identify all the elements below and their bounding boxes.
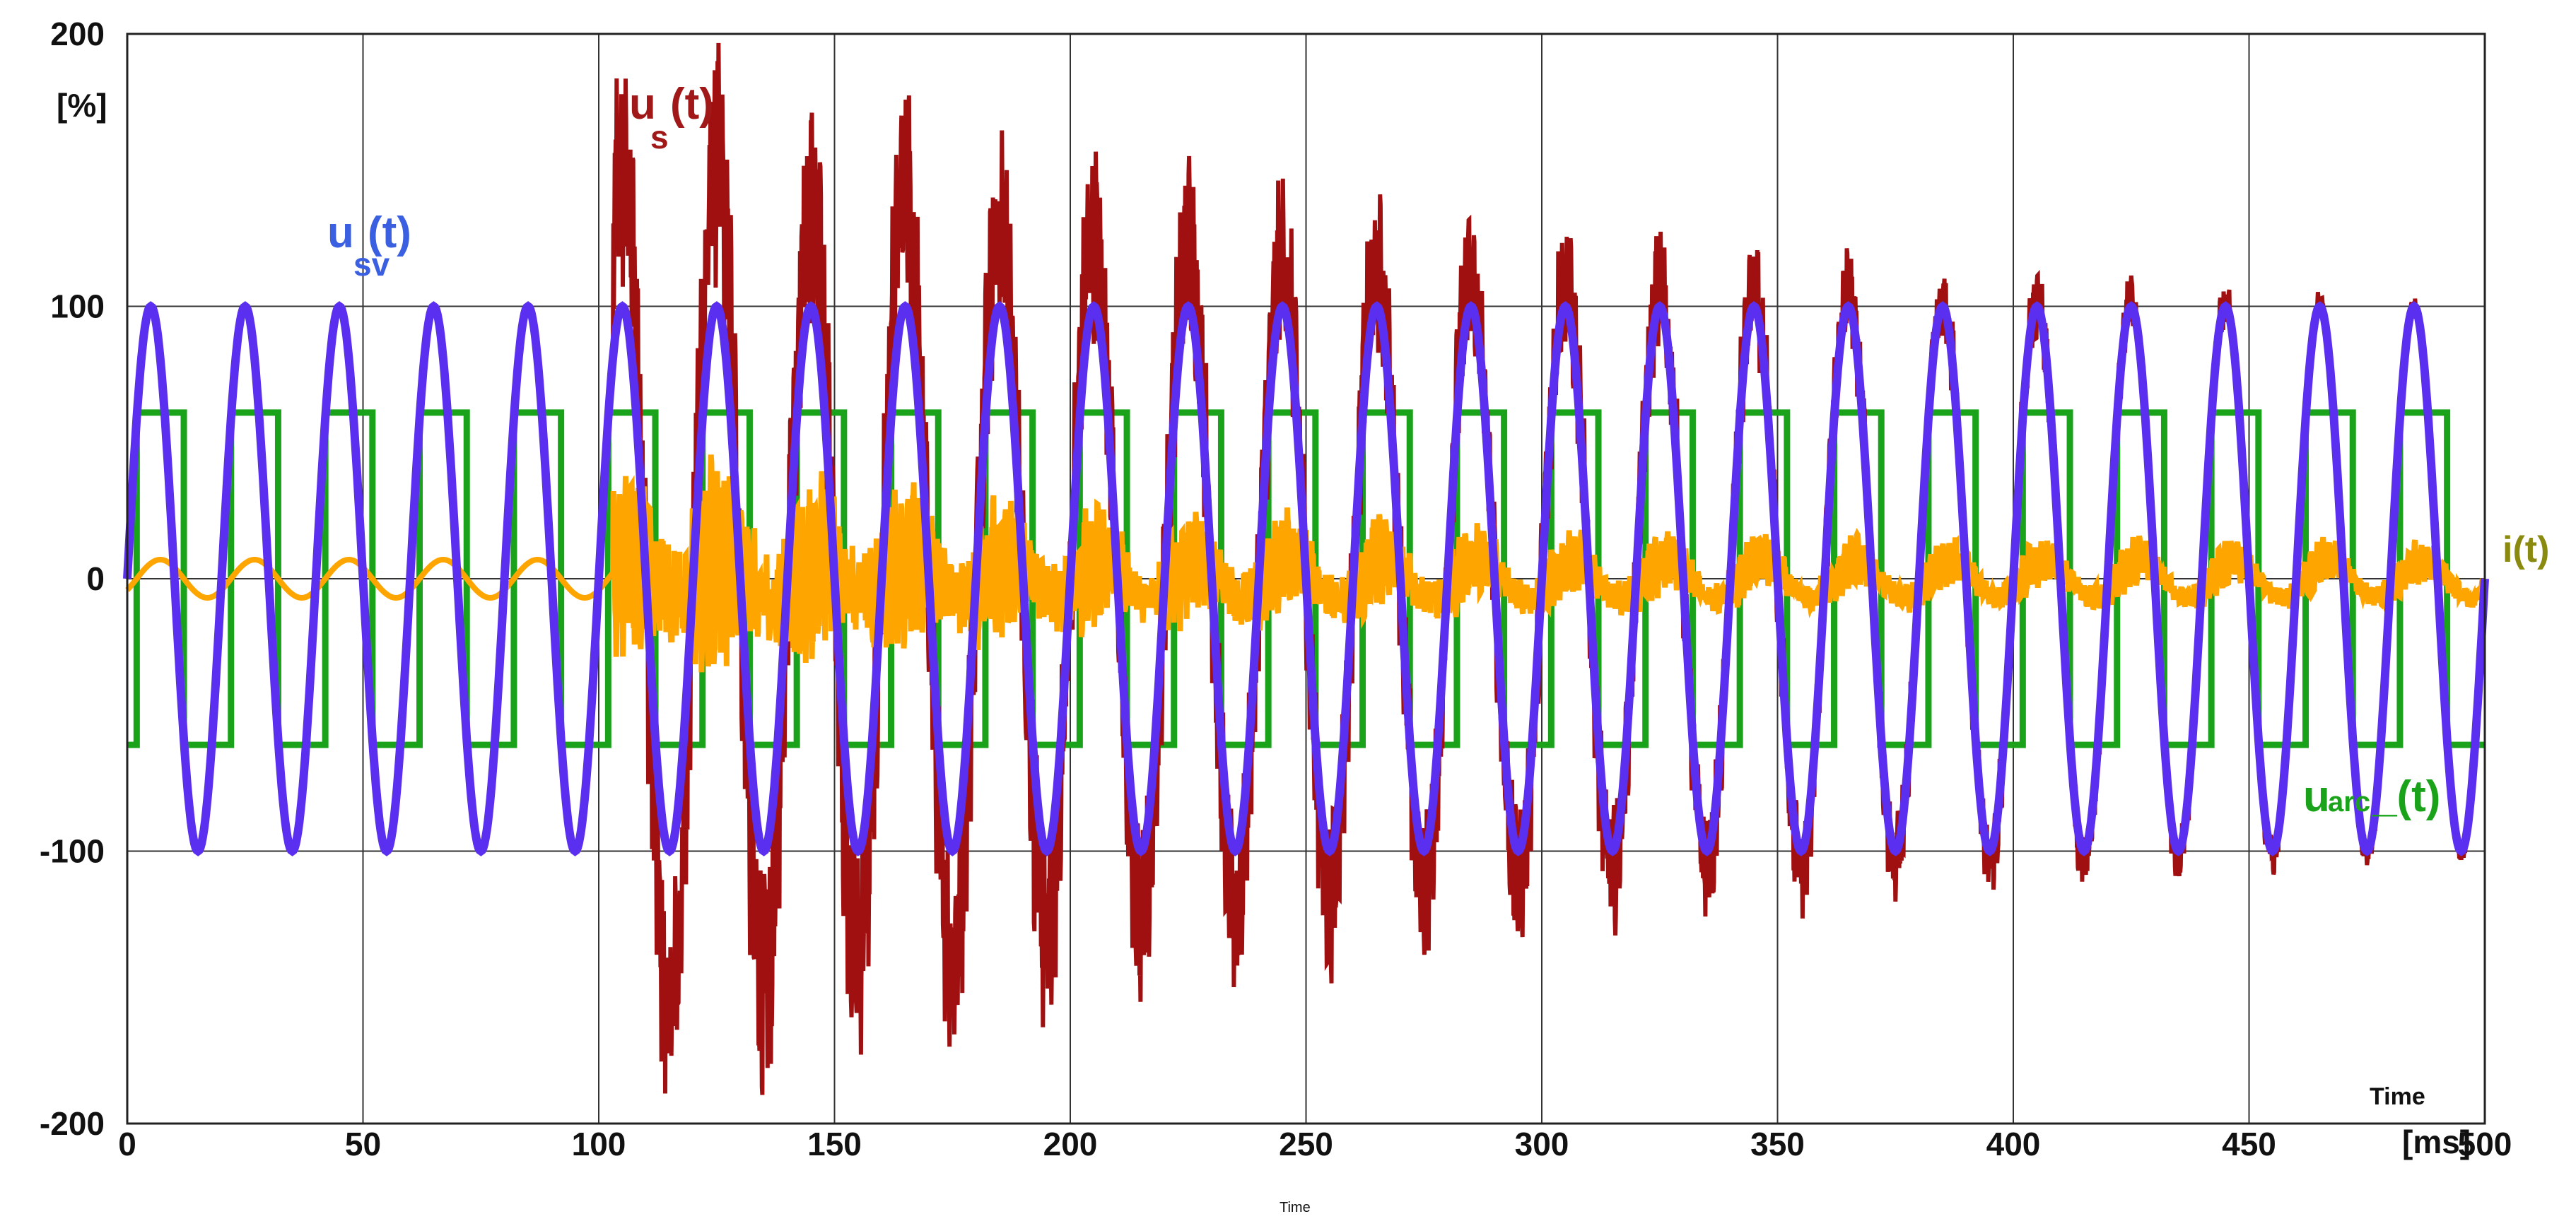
- x-tick-label: 100: [572, 1126, 626, 1162]
- axes: [126, 33, 2486, 1125]
- time-small-label: Time: [1280, 1200, 1311, 1215]
- y-tick-label: -200: [40, 1105, 105, 1142]
- x-tick-label: 50: [345, 1126, 381, 1162]
- series-layer: [123, 42, 2489, 1095]
- tick-labels: 0 50 100 150 200 250 300 350 400 450 500 200 100 0 -10…: [40, 16, 2512, 1162]
- y-tick-label: -100: [40, 833, 105, 870]
- y-unit-label: [%]: [57, 87, 107, 124]
- x-tick-label: 500: [2458, 1126, 2512, 1162]
- us-tail: (t): [670, 80, 714, 129]
- x-tick-label: 250: [1279, 1126, 1333, 1162]
- uarc-main: u: [2303, 772, 2330, 821]
- x-tick-label: 450: [2222, 1126, 2276, 1162]
- series-label-usv: u sv (t): [327, 208, 411, 283]
- time-label: Time: [2370, 1083, 2425, 1110]
- y-tick-label: 100: [50, 288, 105, 325]
- x-tick-label: 350: [1750, 1126, 1805, 1162]
- series-label-us: u s (t): [629, 80, 714, 155]
- usv-main: u: [327, 208, 354, 257]
- y-tick-label: 0: [86, 560, 105, 597]
- uarc-sub: arc: [2328, 786, 2370, 818]
- x-tick-label: 400: [1986, 1126, 2041, 1162]
- uarc-tail: _(t): [2372, 772, 2440, 821]
- us-main: u: [629, 80, 656, 129]
- series-label-uarc: u arc _(t): [2303, 772, 2440, 821]
- x-tick-label: 150: [807, 1126, 862, 1162]
- x-tick-label: 300: [1515, 1126, 1569, 1162]
- usv-sub: sv: [353, 246, 390, 283]
- us-sub: s: [650, 119, 669, 155]
- x-unit-label: [ms]: [2402, 1124, 2471, 1160]
- plot-frame: [126, 33, 2486, 1125]
- usv-tail: (t): [368, 208, 411, 257]
- series-label-it: i(t): [2502, 529, 2549, 570]
- x-tick-label: 0: [118, 1126, 136, 1162]
- series-usv-line: [123, 301, 2489, 856]
- x-tick-label: 200: [1043, 1126, 1098, 1162]
- y-tick-label: 200: [50, 16, 105, 52]
